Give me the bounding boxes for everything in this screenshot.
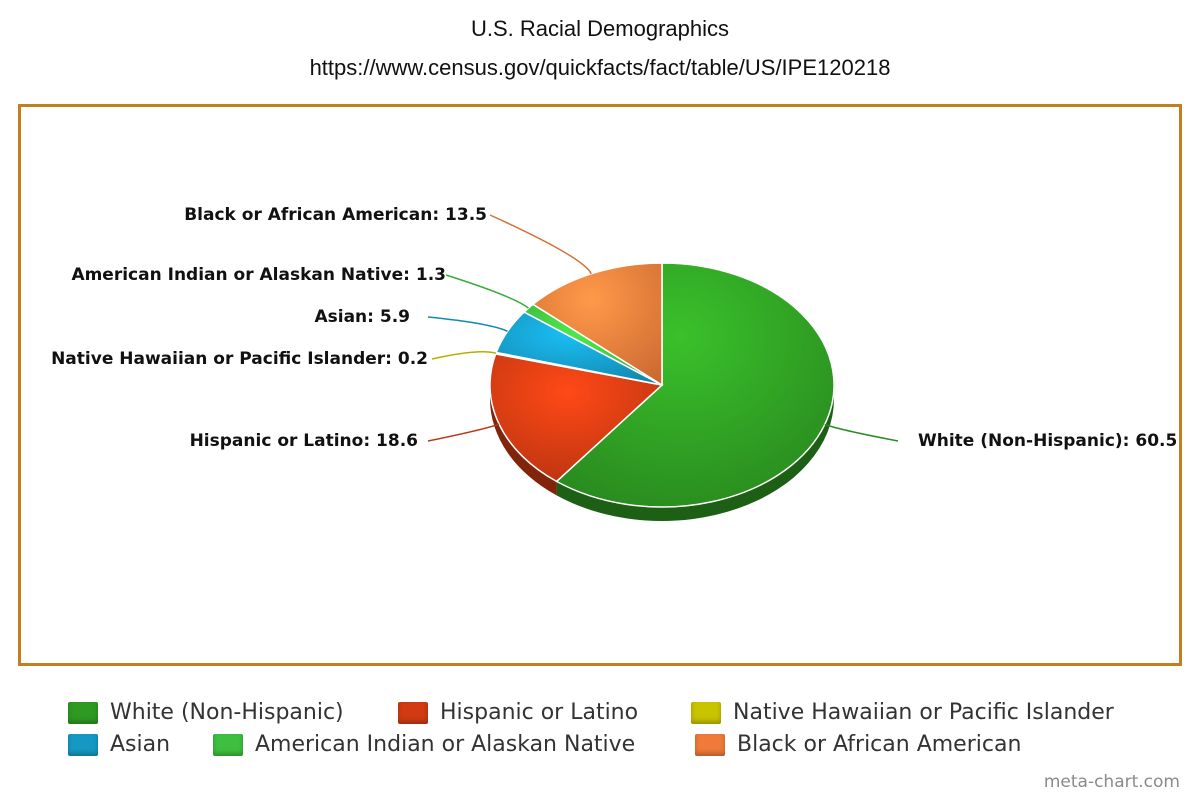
plot-frame: [18, 104, 1182, 666]
leader-line-white: [824, 423, 899, 442]
pie-slice-hispanic[interactable]: [489, 353, 664, 483]
pie-depth: [490, 385, 834, 521]
leader-line-hispanic: [427, 423, 500, 442]
watermark: meta-chart.com: [1043, 772, 1180, 792]
leader-line-american-indian: [445, 274, 529, 309]
legend-label-pacific-islander: Native Hawaiian or Pacific Islander: [733, 700, 1114, 725]
slice-label-hispanic: Hispanic or Latino: 18.6: [190, 431, 418, 451]
slice-label-black: Black or African American: 13.5: [184, 205, 487, 225]
pie-side-white: [556, 385, 834, 521]
legend-swatch-hispanic: [398, 702, 428, 724]
legend-swatch-black: [695, 734, 725, 756]
slice-label-american-indian: American Indian or Alaskan Native: 1.3: [71, 265, 446, 285]
legend-swatch-pacific-islander: [691, 702, 721, 724]
pie-slice-black[interactable]: [531, 262, 663, 387]
legend-swatch-white: [68, 702, 98, 724]
legend-label-hispanic: Hispanic or Latino: [440, 700, 639, 725]
leader-line-pacific-islander: [431, 350, 497, 360]
legend-label-asian: Asian: [110, 732, 171, 757]
legend-label-black: Black or African American: [737, 732, 1022, 757]
leader-line-black: [489, 214, 592, 275]
pie-slice-white[interactable]: [555, 262, 835, 508]
chart-subtitle: https://www.census.gov/quickfacts/fact/t…: [309, 55, 891, 80]
pie-side-hispanic: [490, 385, 557, 496]
slice-label-white: White (Non-Hispanic): 60.5: [918, 431, 1177, 451]
slice-label-asian: Asian: 5.9: [314, 307, 410, 327]
legend-swatch-asian: [68, 734, 98, 756]
legend-label-american-indian: American Indian or Alaskan Native: [255, 732, 636, 757]
chart-title: U.S. Racial Demographics: [471, 16, 729, 41]
legend-label-white: White (Non-Hispanic): [110, 700, 344, 725]
legend-swatch-american-indian: [213, 734, 243, 756]
leader-line-asian: [427, 316, 508, 333]
slice-label-pacific-islander: Native Hawaiian or Pacific Islander: 0.2: [51, 349, 428, 369]
